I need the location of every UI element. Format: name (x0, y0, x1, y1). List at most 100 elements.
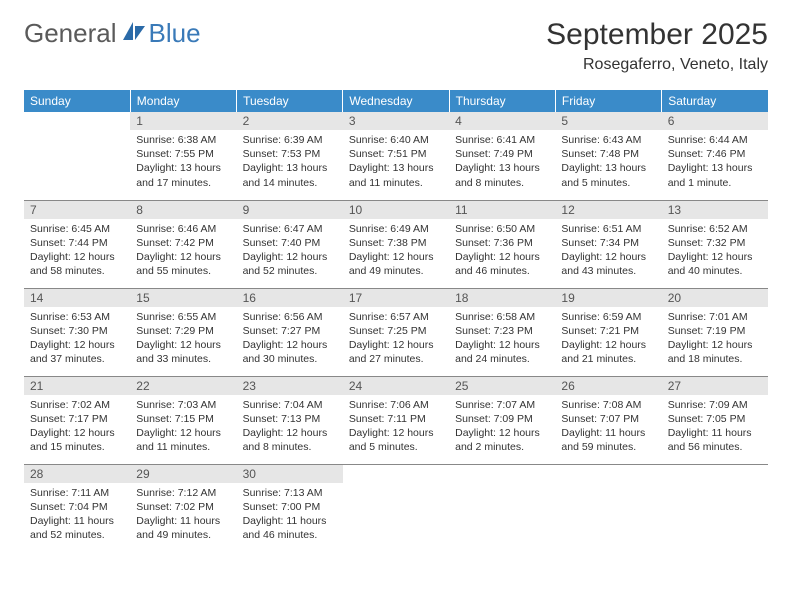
calendar-cell: 6Sunrise: 6:44 AMSunset: 7:46 PMDaylight… (662, 112, 768, 200)
calendar-cell-empty (24, 112, 130, 200)
calendar-cell: 1Sunrise: 6:38 AMSunset: 7:55 PMDaylight… (130, 112, 236, 200)
calendar-cell: 23Sunrise: 7:04 AMSunset: 7:13 PMDayligh… (237, 376, 343, 464)
calendar-cell: 25Sunrise: 7:07 AMSunset: 7:09 PMDayligh… (449, 376, 555, 464)
calendar-cell: 14Sunrise: 6:53 AMSunset: 7:30 PMDayligh… (24, 288, 130, 376)
calendar-cell: 21Sunrise: 7:02 AMSunset: 7:17 PMDayligh… (24, 376, 130, 464)
weekday-header: Thursday (449, 90, 555, 112)
calendar-cell: 8Sunrise: 6:46 AMSunset: 7:42 PMDaylight… (130, 200, 236, 288)
day-details: Sunrise: 7:09 AMSunset: 7:05 PMDaylight:… (662, 395, 768, 461)
weekday-header-row: SundayMondayTuesdayWednesdayThursdayFrid… (24, 90, 768, 112)
day-number: 27 (662, 377, 768, 395)
calendar-cell-empty (662, 464, 768, 552)
day-details: Sunrise: 6:39 AMSunset: 7:53 PMDaylight:… (237, 130, 343, 196)
calendar-cell: 20Sunrise: 7:01 AMSunset: 7:19 PMDayligh… (662, 288, 768, 376)
day-number: 25 (449, 377, 555, 395)
calendar-cell-empty (343, 464, 449, 552)
day-number: 26 (555, 377, 661, 395)
day-number: 15 (130, 289, 236, 307)
day-details: Sunrise: 6:53 AMSunset: 7:30 PMDaylight:… (24, 307, 130, 373)
day-details: Sunrise: 6:38 AMSunset: 7:55 PMDaylight:… (130, 130, 236, 196)
day-number: 22 (130, 377, 236, 395)
calendar-cell: 19Sunrise: 6:59 AMSunset: 7:21 PMDayligh… (555, 288, 661, 376)
calendar-cell: 4Sunrise: 6:41 AMSunset: 7:49 PMDaylight… (449, 112, 555, 200)
day-number: 18 (449, 289, 555, 307)
day-details: Sunrise: 6:44 AMSunset: 7:46 PMDaylight:… (662, 130, 768, 196)
day-details: Sunrise: 6:52 AMSunset: 7:32 PMDaylight:… (662, 219, 768, 285)
day-number: 17 (343, 289, 449, 307)
calendar-row: 1Sunrise: 6:38 AMSunset: 7:55 PMDaylight… (24, 112, 768, 200)
day-details: Sunrise: 7:11 AMSunset: 7:04 PMDaylight:… (24, 483, 130, 549)
day-number: 19 (555, 289, 661, 307)
calendar-cell-empty (449, 464, 555, 552)
day-details: Sunrise: 6:56 AMSunset: 7:27 PMDaylight:… (237, 307, 343, 373)
day-number: 21 (24, 377, 130, 395)
calendar-cell-empty (555, 464, 661, 552)
day-number: 29 (130, 465, 236, 483)
day-details: Sunrise: 7:03 AMSunset: 7:15 PMDaylight:… (130, 395, 236, 461)
calendar-cell: 11Sunrise: 6:50 AMSunset: 7:36 PMDayligh… (449, 200, 555, 288)
calendar-row: 21Sunrise: 7:02 AMSunset: 7:17 PMDayligh… (24, 376, 768, 464)
weekday-header: Wednesday (343, 90, 449, 112)
calendar-body: 1Sunrise: 6:38 AMSunset: 7:55 PMDaylight… (24, 112, 768, 552)
day-details: Sunrise: 6:50 AMSunset: 7:36 PMDaylight:… (449, 219, 555, 285)
location-subtitle: Rosegaferro, Veneto, Italy (546, 56, 768, 74)
day-number: 20 (662, 289, 768, 307)
calendar-cell: 12Sunrise: 6:51 AMSunset: 7:34 PMDayligh… (555, 200, 661, 288)
day-details: Sunrise: 6:43 AMSunset: 7:48 PMDaylight:… (555, 130, 661, 196)
logo: General Blue (24, 18, 201, 49)
day-number: 23 (237, 377, 343, 395)
day-details: Sunrise: 7:08 AMSunset: 7:07 PMDaylight:… (555, 395, 661, 461)
weekday-header: Monday (130, 90, 236, 112)
day-details: Sunrise: 6:41 AMSunset: 7:49 PMDaylight:… (449, 130, 555, 196)
calendar-cell: 29Sunrise: 7:12 AMSunset: 7:02 PMDayligh… (130, 464, 236, 552)
sail-icon (121, 20, 147, 47)
day-number: 13 (662, 201, 768, 219)
logo-word-general: General (24, 18, 117, 49)
header: General Blue September 2025 Rosegaferro,… (24, 18, 768, 74)
calendar-cell: 16Sunrise: 6:56 AMSunset: 7:27 PMDayligh… (237, 288, 343, 376)
calendar-cell: 27Sunrise: 7:09 AMSunset: 7:05 PMDayligh… (662, 376, 768, 464)
day-details: Sunrise: 7:13 AMSunset: 7:00 PMDaylight:… (237, 483, 343, 549)
day-number: 3 (343, 112, 449, 130)
calendar-cell: 5Sunrise: 6:43 AMSunset: 7:48 PMDaylight… (555, 112, 661, 200)
calendar-cell: 26Sunrise: 7:08 AMSunset: 7:07 PMDayligh… (555, 376, 661, 464)
title-block: September 2025 Rosegaferro, Veneto, Ital… (546, 18, 768, 74)
calendar-cell: 7Sunrise: 6:45 AMSunset: 7:44 PMDaylight… (24, 200, 130, 288)
calendar-cell: 18Sunrise: 6:58 AMSunset: 7:23 PMDayligh… (449, 288, 555, 376)
day-details: Sunrise: 7:01 AMSunset: 7:19 PMDaylight:… (662, 307, 768, 373)
calendar-row: 7Sunrise: 6:45 AMSunset: 7:44 PMDaylight… (24, 200, 768, 288)
calendar-table: SundayMondayTuesdayWednesdayThursdayFrid… (24, 90, 768, 552)
day-number: 28 (24, 465, 130, 483)
calendar-cell: 10Sunrise: 6:49 AMSunset: 7:38 PMDayligh… (343, 200, 449, 288)
calendar-cell: 22Sunrise: 7:03 AMSunset: 7:15 PMDayligh… (130, 376, 236, 464)
day-details: Sunrise: 7:06 AMSunset: 7:11 PMDaylight:… (343, 395, 449, 461)
day-details: Sunrise: 6:58 AMSunset: 7:23 PMDaylight:… (449, 307, 555, 373)
day-number: 8 (130, 201, 236, 219)
weekday-header: Tuesday (237, 90, 343, 112)
weekday-header: Saturday (662, 90, 768, 112)
calendar-row: 28Sunrise: 7:11 AMSunset: 7:04 PMDayligh… (24, 464, 768, 552)
day-details: Sunrise: 6:49 AMSunset: 7:38 PMDaylight:… (343, 219, 449, 285)
calendar-cell: 2Sunrise: 6:39 AMSunset: 7:53 PMDaylight… (237, 112, 343, 200)
calendar-cell: 28Sunrise: 7:11 AMSunset: 7:04 PMDayligh… (24, 464, 130, 552)
day-number: 30 (237, 465, 343, 483)
day-number: 11 (449, 201, 555, 219)
day-number: 6 (662, 112, 768, 130)
day-details: Sunrise: 7:07 AMSunset: 7:09 PMDaylight:… (449, 395, 555, 461)
calendar-cell: 17Sunrise: 6:57 AMSunset: 7:25 PMDayligh… (343, 288, 449, 376)
day-number: 1 (130, 112, 236, 130)
day-details: Sunrise: 7:04 AMSunset: 7:13 PMDaylight:… (237, 395, 343, 461)
day-details: Sunrise: 6:57 AMSunset: 7:25 PMDaylight:… (343, 307, 449, 373)
day-number: 10 (343, 201, 449, 219)
day-details: Sunrise: 6:51 AMSunset: 7:34 PMDaylight:… (555, 219, 661, 285)
day-details: Sunrise: 6:59 AMSunset: 7:21 PMDaylight:… (555, 307, 661, 373)
day-number: 12 (555, 201, 661, 219)
day-number: 5 (555, 112, 661, 130)
calendar-cell: 13Sunrise: 6:52 AMSunset: 7:32 PMDayligh… (662, 200, 768, 288)
day-details: Sunrise: 6:55 AMSunset: 7:29 PMDaylight:… (130, 307, 236, 373)
day-number: 24 (343, 377, 449, 395)
day-number: 2 (237, 112, 343, 130)
day-number: 16 (237, 289, 343, 307)
calendar-cell: 9Sunrise: 6:47 AMSunset: 7:40 PMDaylight… (237, 200, 343, 288)
day-details: Sunrise: 6:46 AMSunset: 7:42 PMDaylight:… (130, 219, 236, 285)
